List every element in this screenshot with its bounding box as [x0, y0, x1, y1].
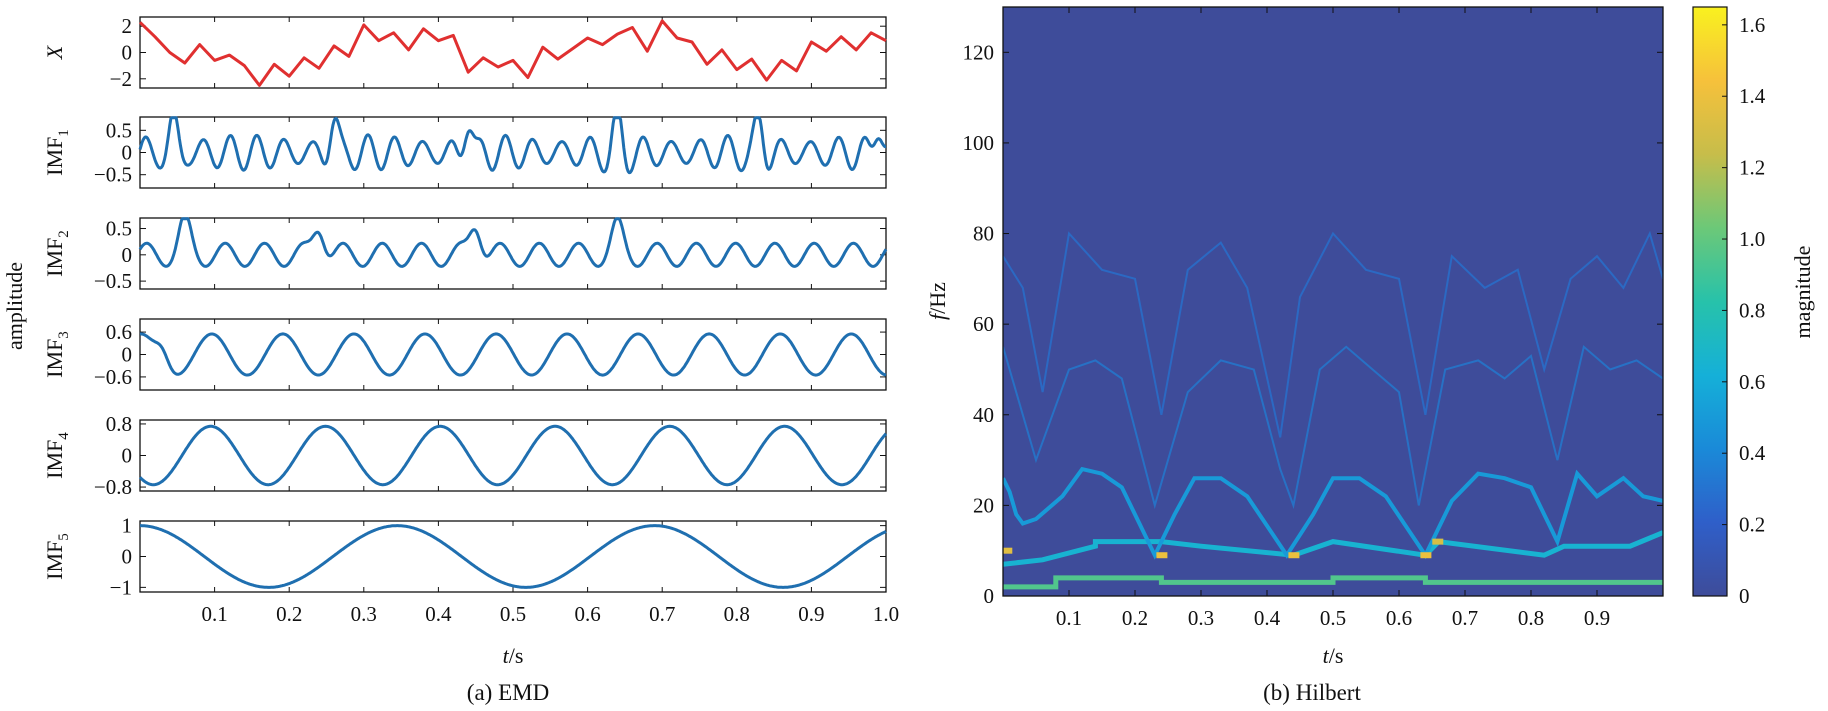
y-tick-label: 0: [122, 141, 133, 165]
y-axis-label: amplitude: [2, 262, 27, 350]
y-tick-label: 0: [122, 243, 133, 267]
x-tick-label: 0.6: [574, 602, 600, 626]
spectrum-peak: [1003, 547, 1013, 554]
track-imf1: [1003, 230, 1663, 438]
x-tick-label: 0.4: [1254, 606, 1281, 630]
track-imf3: [1003, 466, 1663, 560]
y-tick-label: −1: [110, 575, 132, 599]
hilbert-panel: 0.1 0.2 0.3 0.4 0.5 0.6 0.7 0.8 0.9 0 20 40 60 80 100 1…: [925, 6, 1815, 668]
y-tick-label: 0.5: [106, 217, 132, 241]
y-tick-label: 0.5: [106, 118, 132, 142]
caption-hilbert: (b) Hilbert: [1263, 680, 1361, 705]
series-label: IMF2: [42, 230, 72, 277]
y-tick-label: 40: [973, 403, 994, 427]
y-tick-label: 100: [963, 131, 995, 155]
y-tick-label: 0: [984, 584, 995, 608]
y-tick-label: 0.6: [106, 320, 132, 344]
plot-frame: [139, 217, 887, 290]
emd-row-imf4: 0.8 0 −0.8 IMF4: [42, 412, 888, 499]
y-tick-label: 80: [973, 222, 994, 246]
series-label: IMF4: [42, 432, 72, 479]
y-tick-label: 0: [122, 444, 133, 468]
y-tick-label: −0.8: [94, 475, 132, 499]
x-tick-label: 0.1: [201, 602, 227, 626]
spectrum-background: [1003, 7, 1663, 596]
plot-frame: [139, 520, 887, 593]
series-line: [139, 332, 887, 377]
x-tick-label: 0.5: [1320, 606, 1346, 630]
y-axis-label: f/Hz: [925, 282, 950, 320]
spectrum-peak: [1288, 552, 1300, 559]
emd-row-imf5: 1 0 −1 IMF5: [42, 514, 887, 599]
series-line: [139, 524, 887, 589]
emd-row-imf2: 0.50−0.5 IMF2: [42, 217, 888, 293]
y-tick-label: 60: [973, 312, 994, 336]
x-tick-label: 0.4: [425, 602, 452, 626]
series-label: IMF1: [42, 129, 72, 176]
x-tick-label: 0.2: [276, 602, 302, 626]
y-tick-label: 2: [122, 14, 133, 38]
colorbar-tick-label: 0: [1739, 584, 1750, 608]
x-tick-label: 0.9: [1584, 606, 1610, 630]
y-tick-label: 0: [122, 545, 133, 569]
y-tick-label: 0: [122, 343, 133, 367]
series-label: X: [42, 44, 67, 60]
x-tick-label: 0.5: [500, 602, 526, 626]
colorbar-tick-label: 1.0: [1739, 227, 1765, 251]
y-tick-label: 0: [122, 41, 133, 65]
spectrum-peak: [1432, 538, 1444, 545]
x-axis-label: t/s: [503, 643, 524, 668]
y-tick-label: −0.5: [94, 163, 132, 187]
track-imf5: [1003, 575, 1663, 590]
track-imf4: [1003, 530, 1663, 567]
x-tick-label: 0.8: [724, 602, 750, 626]
x-tick-label: 0.9: [798, 602, 824, 626]
x-tick-label: 1.0: [873, 602, 899, 626]
caption-emd: (a) EMD: [467, 680, 549, 705]
spectrum-peak: [1420, 552, 1432, 559]
colorbar-tick-label: 0.2: [1739, 513, 1765, 537]
y-tick-label: 1: [122, 514, 133, 538]
series-line: [138, 19, 887, 87]
emd-row-imf1: 0.50−0.5 IMF1: [42, 116, 887, 189]
series-line: [138, 217, 888, 268]
series-line: [138, 424, 888, 487]
emd-panel: 20−2X0.50−0.5IMF10.50−0.5IMF20.60−0.6IMF…: [2, 14, 899, 668]
y-tick-label: 120: [963, 40, 995, 64]
colorbar-tick-label: 0.4: [1739, 441, 1766, 465]
x-tick-label: 0.3: [1188, 606, 1214, 630]
colorbar-tick-label: 1.4: [1739, 84, 1766, 108]
series-line: [138, 116, 887, 175]
y-tick-label: 0.8: [106, 412, 132, 436]
colorbar-tick-label: 0.6: [1739, 370, 1765, 394]
track-imf2: [1003, 344, 1663, 510]
y-tick-label: −0.6: [94, 365, 132, 389]
spectrum-peak: [1156, 552, 1168, 559]
series-label: IMF3: [42, 331, 72, 378]
colorbar-tick-label: 1.2: [1739, 156, 1765, 180]
colorbar-tick-label: 0.8: [1739, 298, 1765, 322]
x-tick-label: 0.2: [1122, 606, 1148, 630]
x-tick-label: 0.7: [1452, 606, 1478, 630]
x-tick-label: 0.7: [649, 602, 675, 626]
series-label: IMF5: [42, 533, 72, 580]
emd-row-imf3: 0.60−0.6 IMF3: [42, 318, 887, 391]
y-tick-label: −0.5: [94, 269, 132, 293]
spectrum-tracks: [1003, 230, 1663, 590]
colorbar-tick-label: 1.6: [1739, 13, 1765, 37]
x-tick-label: 0.3: [351, 602, 377, 626]
x-tick-label: 0.8: [1518, 606, 1544, 630]
x-tick-label: 0.1: [1056, 606, 1082, 630]
y-tick-label: 20: [973, 493, 994, 517]
x-axis-label: t/s: [1323, 643, 1344, 668]
colorbar: [1692, 6, 1728, 597]
colorbar-label: magnitude: [1790, 246, 1815, 339]
x-tick-label: 0.6: [1386, 606, 1412, 630]
y-tick-label: −2: [110, 67, 132, 91]
emd-row-x: 2 0−2 X: [42, 14, 887, 91]
